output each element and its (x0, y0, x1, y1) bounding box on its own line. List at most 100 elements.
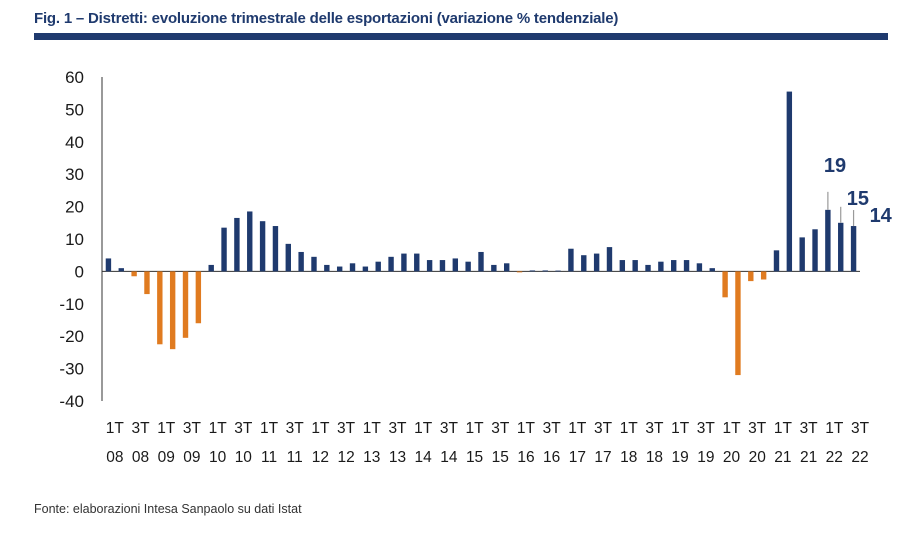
bar-2t-19 (683, 260, 690, 272)
bar-1t-18 (619, 260, 626, 272)
x-tick-label-bottom: 22 (851, 449, 868, 466)
bar-series (105, 91, 857, 376)
bar-1t-21 (773, 250, 780, 272)
bar-4t-11 (298, 251, 304, 272)
bar-3t-18 (645, 264, 651, 272)
bar-2t-22 (838, 222, 844, 272)
bar-2t-08 (118, 268, 124, 272)
bar-3t-20 (748, 271, 754, 282)
x-tick-label-top: 1T (209, 420, 228, 437)
y-tick-label: -20 (59, 327, 84, 346)
x-tick-label-bottom: 16 (517, 449, 534, 466)
y-tick-label: 50 (65, 100, 84, 119)
bar-1t-16 (516, 271, 523, 273)
bar-3t-21 (799, 237, 805, 272)
x-tick-label-top: 1T (620, 420, 639, 437)
x-tick-label-bottom: 19 (697, 449, 714, 466)
x-tick-label-bottom: 09 (158, 449, 175, 466)
x-tick-label-top: 3T (388, 420, 407, 437)
x-tick-label-top: 1T (260, 420, 279, 437)
x-tick-label-top: 1T (517, 420, 536, 437)
bar-2t-15 (478, 251, 484, 272)
bar-4t-21 (812, 229, 818, 272)
x-tick-label-top: 3T (286, 420, 305, 437)
bar-1t-20 (722, 271, 728, 298)
x-tick-label-top: 3T (851, 420, 870, 437)
x-tick-label-top: 3T (645, 420, 664, 437)
x-tick-label-top: 3T (183, 420, 202, 437)
x-tick-label-bottom: 15 (466, 449, 483, 466)
y-tick-label: 30 (65, 165, 84, 184)
y-tick-label: 40 (65, 133, 84, 152)
bar-4t-14 (452, 258, 459, 272)
x-tick-label-bottom: 13 (389, 449, 406, 466)
bar-3t-10 (234, 217, 240, 272)
annotation-label-15: 15 (847, 188, 869, 210)
bar-2t-17 (581, 255, 587, 272)
x-tick-label-bottom: 21 (800, 449, 817, 466)
x-tick-label-bottom: 13 (363, 449, 380, 466)
x-tick-label-bottom: 17 (569, 449, 586, 466)
bar-3t-11 (285, 243, 291, 272)
x-tick-label-top: 1T (671, 420, 690, 437)
x-tick-label-top: 1T (311, 420, 330, 437)
x-tick-label-top: 3T (234, 420, 253, 437)
x-tick-label-top: 1T (106, 420, 125, 437)
bar-4t-18 (658, 261, 664, 272)
x-tick-label-top: 1T (466, 420, 485, 437)
bar-2t-14 (426, 260, 433, 272)
bar-2t-21 (786, 91, 793, 272)
bar-1t-13 (362, 266, 369, 272)
x-tick-label-bottom: 18 (646, 449, 663, 466)
x-tick-label-bottom: 08 (132, 449, 149, 466)
x-tick-label-bottom: 22 (826, 449, 843, 466)
x-tick-label-bottom: 14 (415, 449, 433, 466)
y-tick-label: 60 (65, 68, 84, 87)
x-tick-label-top: 3T (131, 420, 150, 437)
x-tick-label-bottom: 17 (594, 449, 611, 466)
bar-2t-13 (375, 261, 381, 272)
bar-4t-17 (606, 247, 613, 272)
bar-3t-14 (439, 260, 446, 272)
x-tick-label-bottom: 18 (620, 449, 637, 466)
x-tick-label-bottom: 15 (492, 449, 509, 466)
annotation-label-14: 14 (870, 205, 893, 227)
y-tick-label: -30 (59, 360, 84, 379)
bar-4t-08 (144, 271, 150, 295)
bar-2t-20 (735, 271, 741, 376)
y-tick-label: 20 (65, 198, 84, 217)
x-tick-label-bottom: 20 (723, 449, 741, 466)
x-tick-label-top: 3T (594, 420, 613, 437)
x-tick-label-top: 1T (157, 420, 176, 437)
bar-3t-16 (542, 270, 548, 272)
x-tick-label-bottom: 20 (749, 449, 767, 466)
bar-1t-08 (105, 258, 112, 272)
x-tick-label-bottom: 12 (312, 449, 329, 466)
x-tick-label-top: 3T (800, 420, 819, 437)
annotation-label-19: 19 (824, 155, 846, 177)
x-tick-label-top: 3T (440, 420, 459, 437)
bar-1t-19 (671, 260, 677, 272)
bar-1t-09 (157, 271, 163, 345)
bar-1t-14 (414, 253, 420, 272)
source-note: Fonte: elaborazioni Intesa Sanpaolo su d… (34, 502, 302, 516)
y-tick-label: 0 (75, 262, 84, 281)
x-tick-label-bottom: 10 (209, 449, 227, 466)
x-tick-label-bottom: 09 (183, 449, 200, 466)
bar-4t-09 (195, 271, 202, 324)
y-tick-label: -40 (59, 392, 84, 411)
bar-3t-12 (336, 266, 343, 272)
bar-3t-15 (491, 264, 497, 272)
bar-2t-16 (529, 270, 536, 272)
bar-3t-08 (131, 271, 137, 277)
x-tick-label-bottom: 12 (337, 449, 354, 466)
bar-1t-15 (465, 261, 471, 272)
title-rule (34, 33, 888, 40)
x-tick-label-bottom: 11 (261, 449, 277, 466)
bar-2t-12 (324, 264, 330, 272)
x-tick-label-bottom: 08 (106, 449, 123, 466)
x-tick-label-top: 1T (825, 420, 844, 437)
x-tick-label-bottom: 16 (543, 449, 560, 466)
x-tick-label-bottom: 19 (672, 449, 689, 466)
bar-1t-12 (311, 256, 317, 272)
